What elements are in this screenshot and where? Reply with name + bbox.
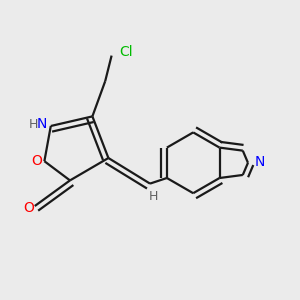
Text: H: H — [28, 118, 38, 131]
Text: H: H — [148, 190, 158, 203]
Text: O: O — [24, 201, 34, 214]
Text: N: N — [37, 117, 47, 131]
Text: Cl: Cl — [120, 45, 133, 59]
Text: N: N — [255, 155, 266, 169]
Text: O: O — [31, 154, 42, 168]
